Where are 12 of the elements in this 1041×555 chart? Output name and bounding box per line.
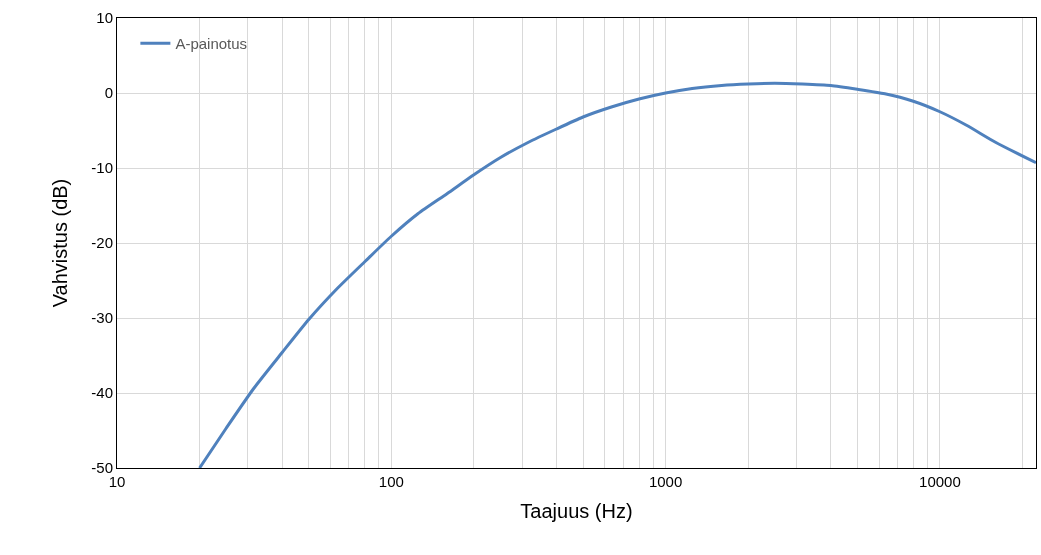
y-axis-title: Vahvistus (dB) <box>48 178 71 308</box>
y-tick-label: 0 <box>104 84 113 102</box>
y-tick-label: -40 <box>91 384 113 402</box>
y-tick-label: 10 <box>96 9 113 27</box>
legend-label: A-painotus <box>175 35 248 53</box>
x-axis-title: Taajuus (Hz) <box>520 499 633 522</box>
y-tick-label: -10 <box>91 159 113 177</box>
x-tick-label: 10000 <box>919 473 961 490</box>
x-tick-label: 100 <box>378 473 404 490</box>
x-tick-label: 1000 <box>648 473 683 490</box>
y-tick-label: -30 <box>91 309 113 327</box>
y-tick-label: -20 <box>91 234 113 252</box>
